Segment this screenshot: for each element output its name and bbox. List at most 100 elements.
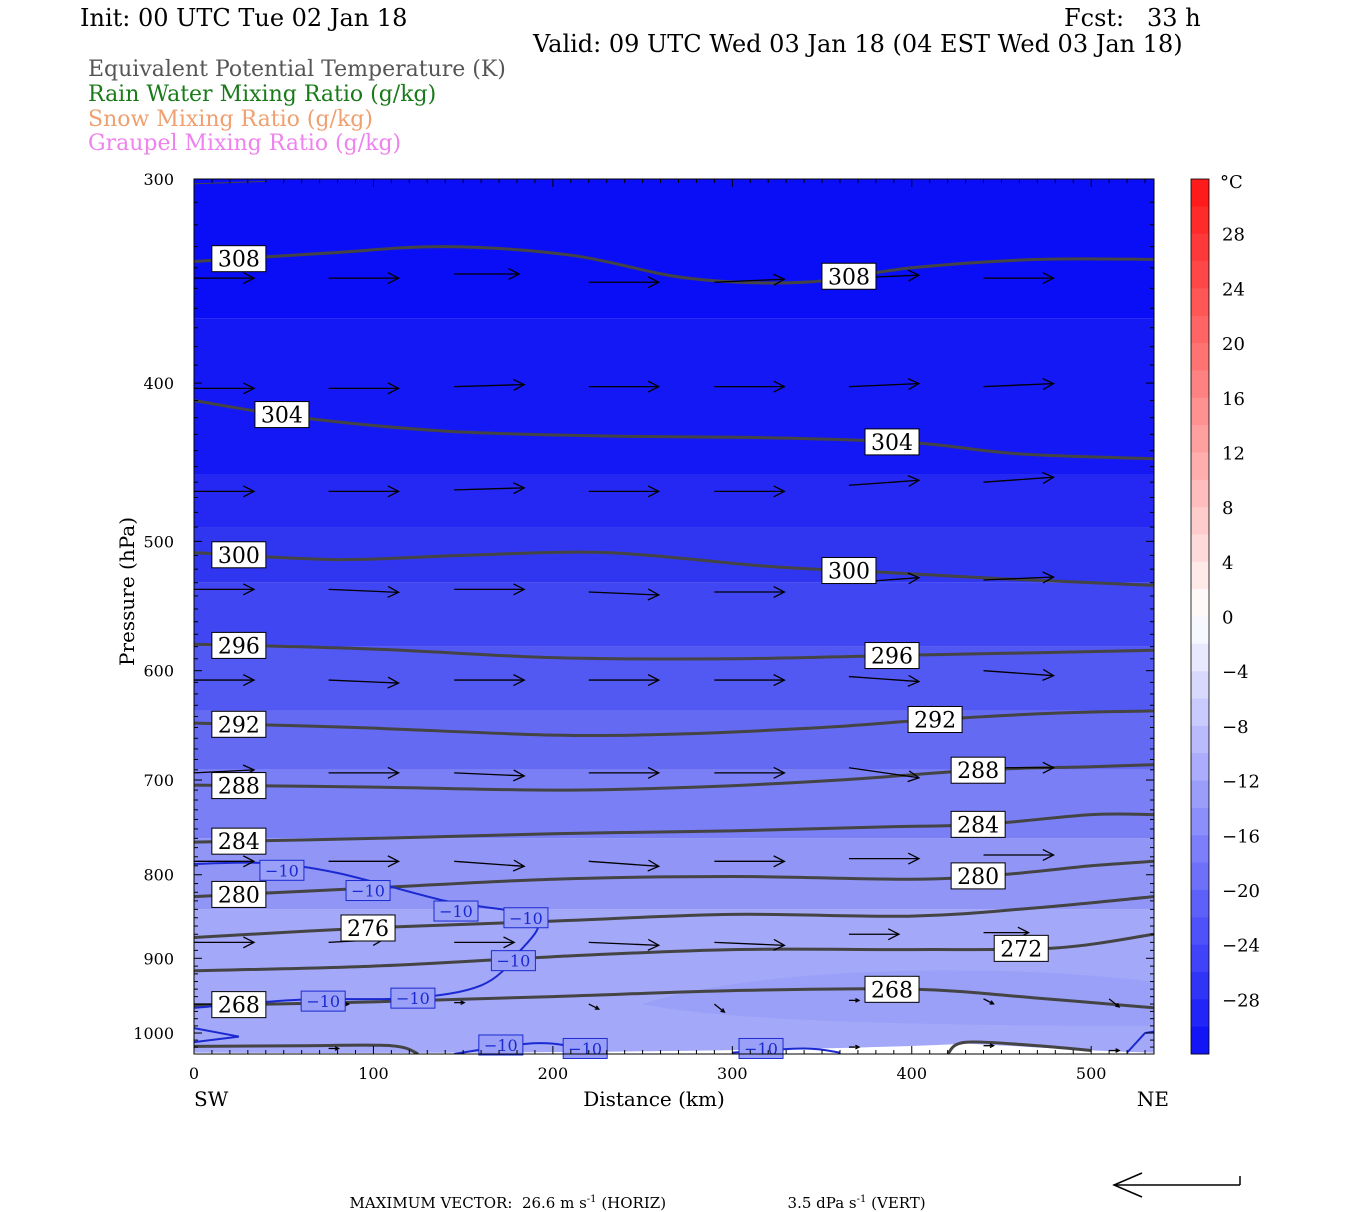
theta-e-label-box <box>993 934 1049 962</box>
wind-vector-shaft <box>713 1003 725 1013</box>
x-tick-label: 500 <box>1076 1064 1107 1083</box>
isotherm-label: −10 <box>497 952 531 971</box>
wind-vector-head <box>773 380 786 393</box>
wind-vector-head <box>907 674 921 687</box>
theta-e-label-box <box>864 428 920 456</box>
colorbar-segment <box>1191 807 1209 836</box>
wind-vector <box>714 766 786 779</box>
wind-vector-head <box>647 380 661 393</box>
wind-vector-shaft <box>848 382 919 388</box>
temperature-band <box>194 527 1154 583</box>
theta-e-label: 288 <box>957 759 999 784</box>
wind-vector-shaft <box>588 941 659 947</box>
wind-vector-head <box>594 1005 601 1010</box>
wind-vector <box>983 998 995 1005</box>
isotherm-label-box <box>433 900 479 922</box>
wind-vector-head <box>773 855 786 868</box>
wind-vector <box>983 471 1055 484</box>
left-end-label: SW <box>194 1087 229 1111</box>
colorbar-tick-label: 0 <box>1222 608 1233 629</box>
theta-e-label-box <box>864 642 920 670</box>
wind-vector <box>713 1003 726 1013</box>
wind-vector <box>588 485 661 498</box>
wind-vector <box>194 674 256 687</box>
isotherm-label: −10 <box>509 909 543 928</box>
wind-vector-head <box>508 267 521 281</box>
wind-vector-head <box>243 485 256 498</box>
colorbar-tick-label: 8 <box>1222 498 1233 519</box>
wind-vector-shaft <box>848 479 919 486</box>
wind-vector-head <box>907 572 921 585</box>
legend-theta-e: Equivalent Potential Temperature (K) <box>88 57 506 82</box>
colorbar-tick-label: −4 <box>1222 662 1249 683</box>
wind-vector-head <box>1115 1048 1121 1053</box>
x-tick-label: 400 <box>896 1064 927 1083</box>
wind-vector <box>983 272 1055 285</box>
colorbar-segment <box>1191 452 1209 481</box>
wind-vector-head <box>513 769 526 782</box>
wind-vector <box>454 674 526 687</box>
theta-e-label: 268 <box>871 978 913 1003</box>
isotherm-label-box <box>503 907 549 929</box>
colorbar-tick-label: 12 <box>1222 443 1245 464</box>
legend-snow: Snow Mixing Ratio (g/kg) <box>88 107 373 132</box>
wind-vector-head <box>647 674 661 687</box>
wind-vector <box>848 378 921 391</box>
colorbar-segment <box>1191 534 1209 563</box>
wind-vector-head <box>1115 1002 1121 1008</box>
wind-vector-head <box>243 382 256 395</box>
wind-vector <box>194 382 256 395</box>
theta-e-label: 292 <box>218 713 260 738</box>
colorbar-segment <box>1191 971 1209 1000</box>
isotherm-label: −10 <box>351 882 385 901</box>
colorbar-segment <box>1191 206 1209 235</box>
footer-horiz-value: 26.6 m s <box>521 1194 587 1212</box>
wind-vector <box>848 674 921 687</box>
wind-vector <box>848 1044 861 1050</box>
colorbar-segment <box>1191 589 1209 617</box>
theta-e-label-box <box>211 710 267 738</box>
wind-vector <box>588 380 661 393</box>
wind-vector-head <box>243 583 256 596</box>
x-tick-label: 300 <box>717 1064 748 1083</box>
wind-vector <box>328 766 401 779</box>
wind-vector-shaft <box>983 382 1054 388</box>
wind-vector-shaft <box>328 588 399 593</box>
colorbar-segment <box>1191 315 1209 344</box>
theta-e-label: 304 <box>871 431 913 456</box>
theta-e-contour <box>194 812 1154 844</box>
wind-vector-head <box>243 272 256 285</box>
colorbar-tick-label: −12 <box>1222 772 1260 793</box>
colorbar-frame <box>1190 178 1210 1055</box>
theta-e-label: 300 <box>218 544 260 569</box>
temperature-band <box>194 474 1154 528</box>
wind-vector-head <box>907 378 921 391</box>
theta-e-label: 304 <box>261 404 303 429</box>
y-tick-label: 400 <box>143 374 174 393</box>
isotherm-label-box <box>478 1034 524 1056</box>
wind-vector <box>588 1003 601 1010</box>
theta-e-label: 284 <box>957 813 999 838</box>
wind-vector-head <box>647 859 661 872</box>
y-tick-label: 700 <box>143 771 174 790</box>
isotherm-label-box <box>300 990 346 1012</box>
colorbar-segment <box>1191 753 1209 782</box>
wind-vector <box>848 475 921 488</box>
wind-vector-head <box>243 855 256 868</box>
theta-e-label-box <box>211 880 267 908</box>
wind-vector-shaft <box>328 679 399 684</box>
wind-vector-head <box>907 770 921 783</box>
colorbar-unit: °C <box>1220 172 1243 193</box>
wind-vector <box>1109 1048 1121 1053</box>
colorbar-segment <box>1191 944 1209 973</box>
wind-vector <box>454 1000 466 1005</box>
wind-vector <box>328 676 401 689</box>
theta-e-label: 284 <box>218 830 260 855</box>
x-tick-label: 100 <box>358 1064 389 1083</box>
wind-vector-head <box>773 938 786 951</box>
wind-vector-shaft <box>983 670 1054 677</box>
wind-vector-head <box>513 674 526 687</box>
wind-vector <box>588 276 661 289</box>
wind-vector-head <box>907 269 921 282</box>
wind-vector <box>588 766 661 779</box>
